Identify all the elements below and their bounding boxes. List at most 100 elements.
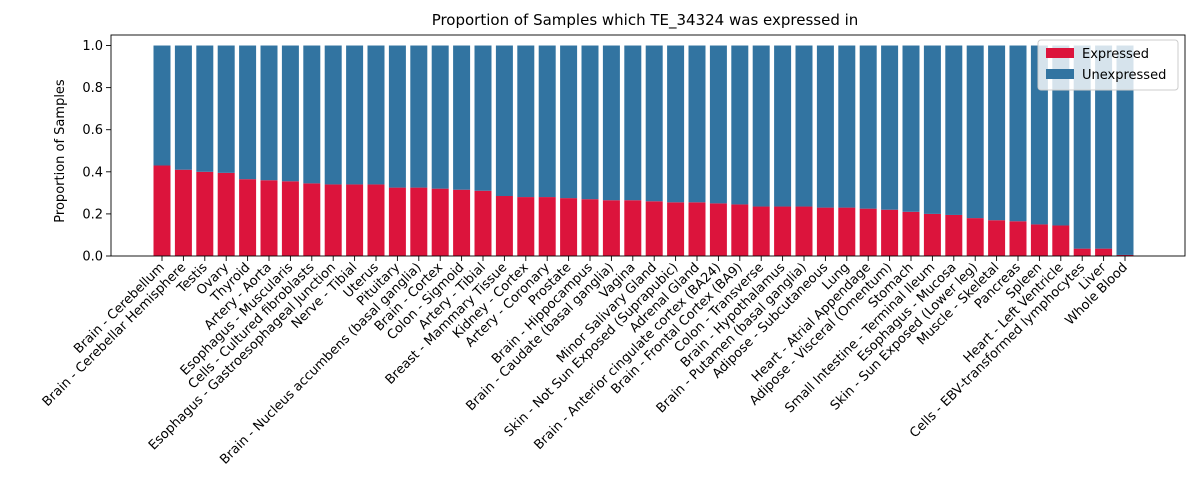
bar-expressed-6: [281, 181, 299, 256]
bar-expressed-25: [688, 202, 706, 256]
plot-frame: [110, 34, 1186, 257]
bar-expressed-11: [388, 187, 406, 256]
bar-unexpressed-9: [346, 45, 364, 185]
y-ticks-group: 0.0 0.2 0.4 0.6 0.8 1.0: [82, 39, 111, 265]
bar-unexpressed-39: [988, 45, 1006, 221]
bar-expressed-34: [881, 209, 899, 256]
y-tick-label: 0.2: [82, 207, 103, 222]
bar-unexpressed-32: [838, 45, 856, 208]
bar-unexpressed-6: [281, 45, 299, 182]
bar-expressed-40: [1009, 221, 1027, 256]
legend: Expressed Unexpressed: [1037, 39, 1179, 91]
bar-expressed-38: [966, 218, 984, 256]
bar-unexpressed-18: [538, 45, 556, 198]
bar-unexpressed-14: [453, 45, 471, 190]
bar-expressed-23: [645, 201, 663, 256]
bar-expressed-18: [538, 197, 556, 256]
bar-expressed-28: [752, 206, 770, 256]
bar-unexpressed-12: [410, 45, 428, 188]
y-tick-label: 1.0: [82, 39, 103, 54]
bar-unexpressed-15: [474, 45, 492, 191]
bar-unexpressed-8: [324, 45, 342, 185]
bar-unexpressed-27: [731, 45, 749, 205]
legend-label-unexpressed: Unexpressed: [1082, 68, 1166, 83]
bar-unexpressed-38: [966, 45, 984, 219]
bar-unexpressed-37: [945, 45, 963, 215]
bar-expressed-8: [324, 184, 342, 256]
bar-unexpressed-40: [1009, 45, 1027, 222]
bar-unexpressed-3: [217, 45, 235, 173]
bar-unexpressed-7: [303, 45, 321, 184]
bar-expressed-20: [581, 199, 599, 256]
bar-expressed-12: [410, 187, 428, 256]
bar-expressed-7: [303, 183, 321, 256]
bar-expressed-26: [709, 203, 727, 256]
bar-unexpressed-29: [774, 45, 792, 207]
legend-swatch-unexpressed: [1046, 69, 1074, 79]
bar-expressed-35: [902, 211, 920, 256]
bar-expressed-36: [923, 213, 941, 256]
bar-unexpressed-26: [709, 45, 727, 204]
bar-expressed-24: [667, 202, 685, 256]
y-tick-label: 0.0: [82, 250, 103, 265]
bar-expressed-3: [217, 172, 235, 256]
legend-label-expressed: Expressed: [1082, 47, 1149, 62]
y-tick-label: 0.6: [82, 123, 103, 138]
bar-expressed-1: [174, 169, 192, 256]
bars-group: [153, 45, 1134, 256]
bar-unexpressed-0: [153, 45, 171, 166]
bar-expressed-5: [260, 180, 278, 256]
bar-expressed-9: [346, 184, 364, 256]
bar-expressed-37: [945, 214, 963, 256]
bar-unexpressed-30: [795, 45, 813, 207]
bar-unexpressed-31: [816, 45, 834, 208]
bar-unexpressed-11: [388, 45, 406, 188]
legend-swatch-expressed: [1046, 48, 1074, 58]
bar-unexpressed-28: [752, 45, 770, 207]
bar-expressed-45: [1116, 254, 1134, 256]
bar-expressed-4: [239, 179, 257, 256]
chart-title: Proportion of Samples which TE_34324 was…: [432, 11, 859, 30]
bar-unexpressed-35: [902, 45, 920, 212]
bar-unexpressed-33: [859, 45, 877, 209]
bar-expressed-27: [731, 204, 749, 256]
x-tick-label: Brain - Cerebellum: [71, 260, 168, 357]
bar-expressed-29: [774, 206, 792, 256]
bar-expressed-13: [431, 188, 449, 256]
bar-unexpressed-17: [517, 45, 535, 198]
bar-unexpressed-5: [260, 45, 278, 181]
bar-unexpressed-22: [624, 45, 642, 201]
bar-expressed-31: [816, 207, 834, 256]
bar-expressed-44: [1095, 248, 1113, 256]
bar-expressed-43: [1073, 248, 1091, 256]
bar-unexpressed-25: [688, 45, 706, 203]
bar-expressed-39: [988, 220, 1006, 256]
bar-unexpressed-44: [1095, 45, 1113, 249]
bar-expressed-22: [624, 200, 642, 256]
bar-unexpressed-2: [196, 45, 214, 172]
bar-unexpressed-23: [645, 45, 663, 202]
bar-unexpressed-45: [1116, 45, 1134, 255]
bar-unexpressed-42: [1052, 45, 1070, 226]
bar-expressed-0: [153, 165, 171, 256]
bar-expressed-33: [859, 208, 877, 256]
bar-expressed-14: [453, 189, 471, 256]
bar-expressed-2: [196, 171, 214, 256]
bar-unexpressed-20: [581, 45, 599, 200]
bar-unexpressed-13: [431, 45, 449, 189]
bar-expressed-41: [1030, 224, 1048, 256]
bar-unexpressed-36: [923, 45, 941, 214]
bar-unexpressed-43: [1073, 45, 1091, 249]
bar-unexpressed-16: [495, 45, 513, 197]
bar-expressed-19: [560, 198, 578, 256]
bar-unexpressed-4: [239, 45, 257, 180]
bar-unexpressed-1: [174, 45, 192, 170]
bar-unexpressed-19: [560, 45, 578, 199]
bar-expressed-30: [795, 206, 813, 256]
y-tick-label: 0.8: [82, 81, 103, 96]
bar-expressed-15: [474, 190, 492, 256]
bar-expressed-10: [367, 184, 385, 256]
bar-expressed-16: [495, 196, 513, 256]
